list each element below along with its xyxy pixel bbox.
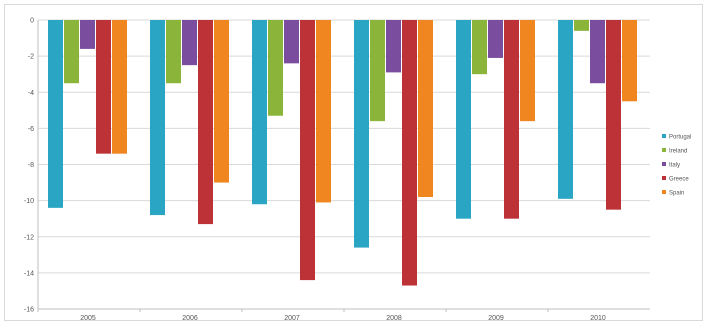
bar-greece-2006 [198,20,213,225]
bar-portugal-2007 [252,20,267,205]
x-tick-label: 2006 [182,315,198,322]
bar-ireland-2007 [268,20,283,116]
y-tick-label: -10 [24,198,34,205]
bar-portugal-2008 [354,20,369,248]
bar-italy-2010 [590,20,605,84]
legend-label-ireland: Ireland [669,149,687,155]
legend-swatch-ireland [662,148,666,152]
y-tick-label: -12 [24,234,34,241]
y-tick-label: -16 [24,307,34,314]
legend-swatch-spain [662,190,666,194]
bar-greece-2008 [402,20,417,286]
legend-label-portugal: Portugal [669,135,691,141]
y-tick-label: -2 [28,54,34,61]
bar-italy-2009 [488,20,503,58]
y-tick-label: 0 [30,18,34,25]
bar-greece-2007 [300,20,315,281]
bar-spain-2006 [214,20,229,183]
y-tick-label: -6 [28,126,34,133]
bar-italy-2005 [80,20,95,49]
x-tick-label: 2008 [386,315,402,322]
legend-label-italy: Italy [669,163,680,169]
bar-portugal-2009 [456,20,471,219]
bar-portugal-2006 [150,20,165,216]
bar-ireland-2010 [574,20,589,31]
bar-italy-2008 [386,20,401,73]
x-tick-label: 2007 [284,315,300,322]
bar-greece-2009 [504,20,519,219]
legend-label-greece: Greece [669,177,689,183]
y-tick-label: -14 [24,270,34,277]
x-tick-label: 2010 [590,315,606,322]
bar-spain-2008 [418,20,433,198]
legend-label-spain: Spain [669,191,684,197]
bar-spain-2005 [112,20,127,154]
bar-greece-2005 [96,20,111,154]
bar-italy-2007 [284,20,299,64]
legend-swatch-portugal [662,134,666,138]
bar-greece-2010 [606,20,621,210]
y-tick-label: -8 [28,162,34,169]
bar-portugal-2010 [558,20,573,199]
bar-ireland-2008 [370,20,385,122]
x-tick-label: 2005 [80,315,96,322]
bar-spain-2009 [520,20,535,122]
bar-ireland-2009 [472,20,487,75]
bar-ireland-2006 [166,20,181,84]
bar-ireland-2005 [64,20,79,84]
chart-frame [4,4,703,321]
bar-spain-2010 [622,20,637,102]
legend-swatch-italy [662,162,666,166]
bar-italy-2006 [182,20,197,66]
x-tick-label: 2009 [488,315,504,322]
bar-portugal-2005 [48,20,63,208]
y-tick-label: -4 [28,90,34,97]
bar-spain-2007 [316,20,331,203]
legend-swatch-greece [662,176,666,180]
